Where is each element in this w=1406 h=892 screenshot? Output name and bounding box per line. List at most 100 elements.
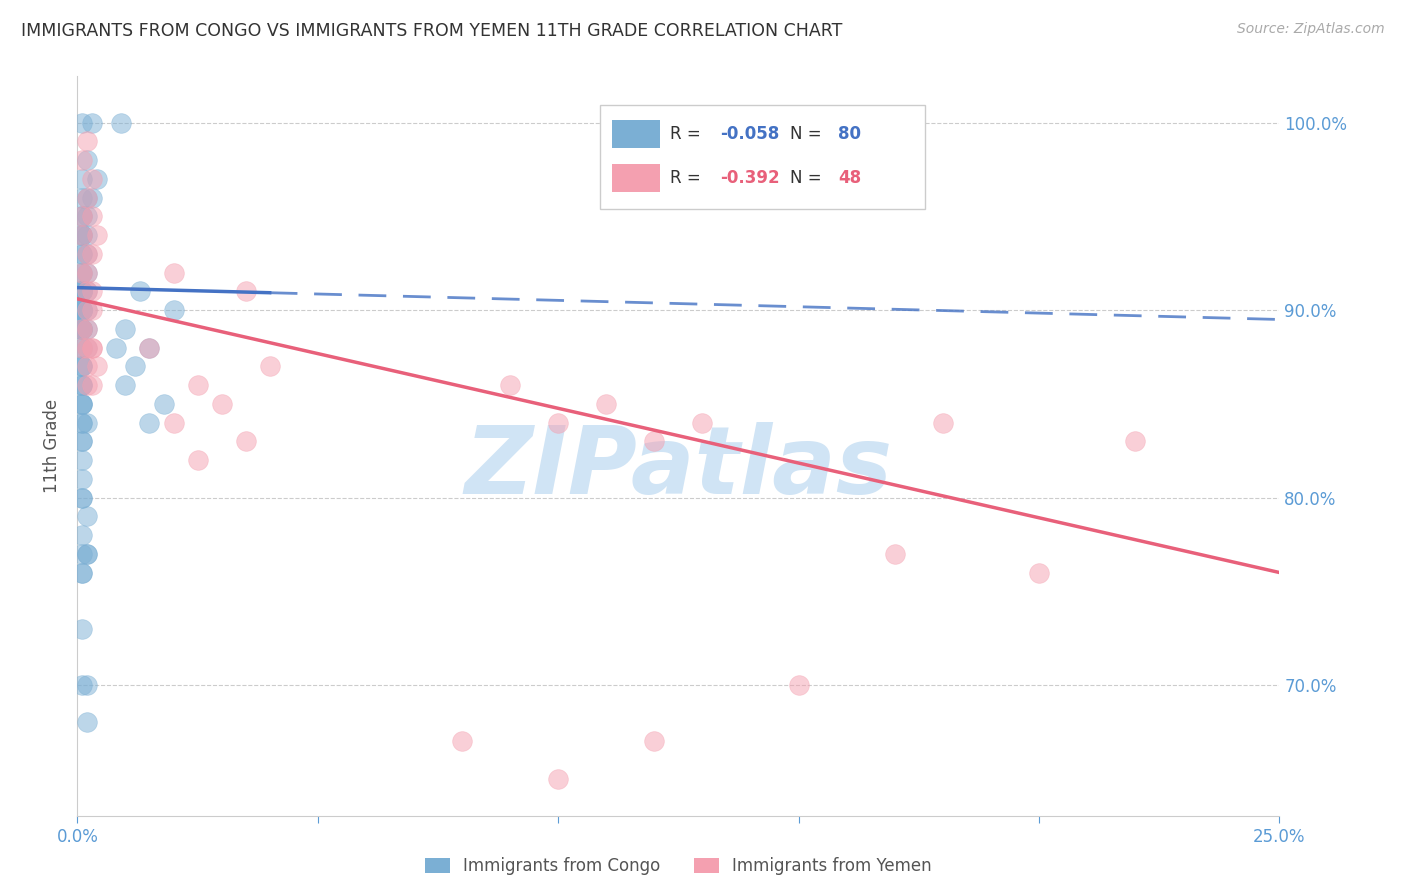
Point — [76, 210, 98, 224]
Point — [76, 285, 98, 299]
Point — [1123, 434, 1146, 449]
Point — [70, 285, 93, 299]
Text: -0.058: -0.058 — [720, 125, 780, 143]
Point — [70, 303, 93, 318]
Point — [76, 341, 98, 355]
Point — [186, 378, 209, 392]
Point — [114, 378, 136, 392]
Text: R =: R = — [671, 125, 706, 143]
Point — [70, 210, 93, 224]
Point — [70, 247, 93, 261]
Point — [76, 228, 98, 243]
Point — [70, 434, 93, 449]
Point — [76, 191, 98, 205]
Point — [162, 416, 184, 430]
Point — [76, 247, 98, 261]
Text: 80: 80 — [838, 125, 862, 143]
Point — [76, 153, 98, 168]
Point — [70, 378, 93, 392]
Point — [70, 341, 93, 355]
Point — [70, 228, 93, 243]
Text: ZIPatlas: ZIPatlas — [464, 422, 893, 514]
Point — [86, 228, 108, 243]
Point — [70, 322, 93, 336]
Point — [86, 359, 108, 374]
Point — [76, 359, 98, 374]
Point — [110, 116, 132, 130]
Point — [138, 341, 160, 355]
Point — [76, 715, 98, 730]
Point — [70, 434, 93, 449]
Point — [76, 341, 98, 355]
Point — [70, 285, 93, 299]
Point — [70, 303, 93, 318]
Point — [70, 303, 93, 318]
Point — [70, 341, 93, 355]
Point — [70, 266, 93, 280]
Point — [76, 191, 98, 205]
Point — [76, 322, 98, 336]
Point — [138, 341, 160, 355]
Point — [70, 228, 93, 243]
Text: 48: 48 — [838, 169, 862, 187]
Point — [70, 491, 93, 505]
Point — [692, 416, 714, 430]
Point — [235, 285, 257, 299]
Point — [70, 359, 93, 374]
Point — [70, 566, 93, 580]
Point — [70, 566, 93, 580]
Text: N =: N = — [790, 169, 827, 187]
Point — [80, 247, 103, 261]
Point — [76, 303, 98, 318]
Point — [80, 341, 103, 355]
Point — [1028, 566, 1050, 580]
Point — [70, 359, 93, 374]
Point — [162, 303, 184, 318]
Point — [70, 303, 93, 318]
Point — [70, 472, 93, 486]
Point — [70, 322, 93, 336]
Point — [80, 303, 103, 318]
Point — [70, 322, 93, 336]
Point — [70, 116, 93, 130]
Point — [70, 378, 93, 392]
Point — [80, 172, 103, 186]
Point — [76, 378, 98, 392]
Legend: Immigrants from Congo, Immigrants from Yemen: Immigrants from Congo, Immigrants from Y… — [419, 851, 938, 882]
Point — [70, 416, 93, 430]
Point — [70, 397, 93, 411]
Point — [235, 434, 257, 449]
Point — [70, 359, 93, 374]
Point — [932, 416, 955, 430]
Point — [499, 378, 522, 392]
Point — [70, 303, 93, 318]
Text: N =: N = — [790, 125, 827, 143]
Point — [80, 191, 103, 205]
Point — [70, 266, 93, 280]
Point — [76, 266, 98, 280]
Point — [76, 678, 98, 692]
Point — [259, 359, 281, 374]
FancyBboxPatch shape — [612, 164, 661, 192]
Point — [547, 772, 569, 786]
Point — [70, 453, 93, 467]
Point — [70, 303, 93, 318]
Point — [70, 285, 93, 299]
Point — [883, 547, 905, 561]
Point — [76, 285, 98, 299]
Text: Source: ZipAtlas.com: Source: ZipAtlas.com — [1237, 22, 1385, 37]
Point — [80, 210, 103, 224]
Point — [70, 191, 93, 205]
Point — [124, 359, 146, 374]
Point — [70, 397, 93, 411]
Point — [70, 322, 93, 336]
FancyBboxPatch shape — [612, 120, 661, 148]
Point — [70, 285, 93, 299]
Point — [787, 678, 810, 692]
Text: R =: R = — [671, 169, 706, 187]
FancyBboxPatch shape — [600, 105, 925, 209]
Point — [70, 341, 93, 355]
Point — [70, 303, 93, 318]
Y-axis label: 11th Grade: 11th Grade — [44, 399, 62, 493]
Point — [70, 285, 93, 299]
